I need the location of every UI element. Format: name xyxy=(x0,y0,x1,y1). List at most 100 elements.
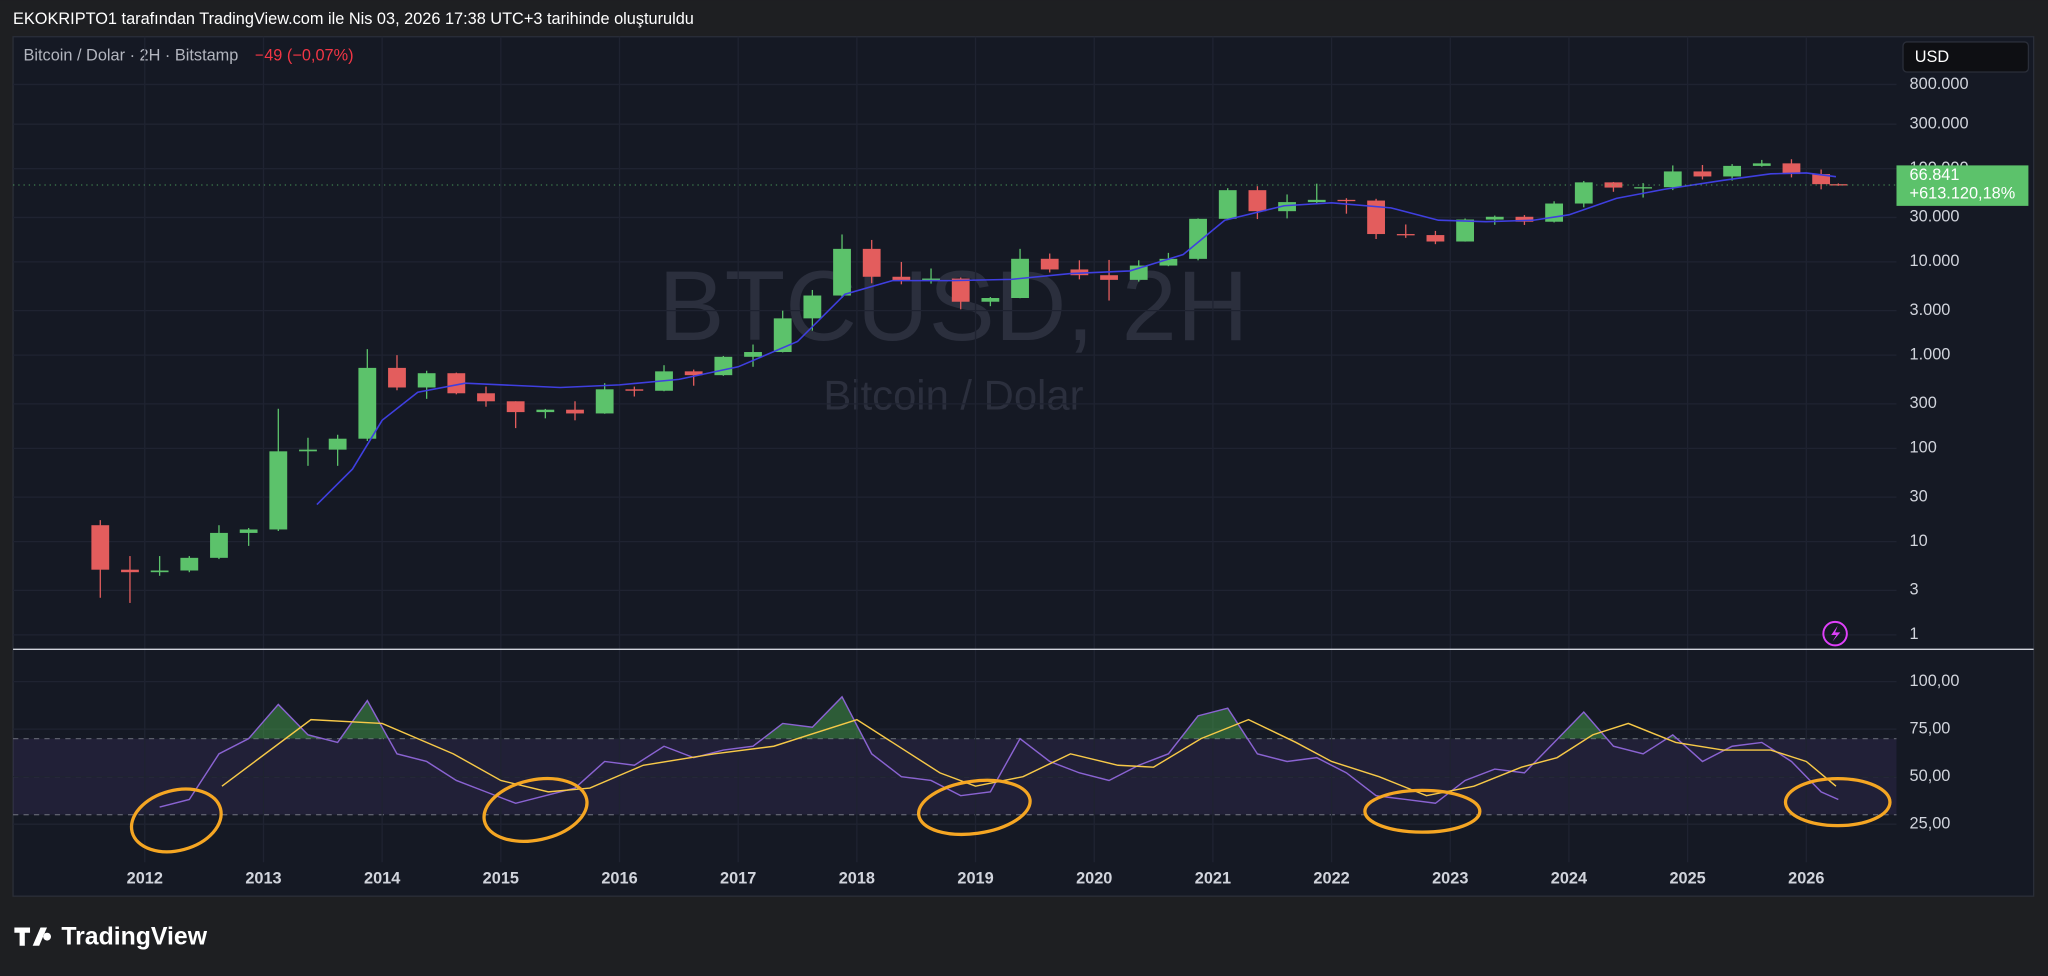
candle-body xyxy=(862,248,881,277)
y-tick-label: 100 xyxy=(1910,439,1937,457)
candle-body xyxy=(536,409,555,413)
alert-bolt xyxy=(1831,625,1841,642)
candle-body xyxy=(1634,187,1653,189)
candle-body xyxy=(1545,203,1564,222)
x-tick-label: 2019 xyxy=(957,869,993,887)
candle-body xyxy=(773,318,792,353)
candle-body xyxy=(91,525,110,570)
y-tick-label: 30.000 xyxy=(1910,208,1960,226)
y-tick-label: 300 xyxy=(1910,394,1937,412)
candle-body xyxy=(1278,202,1296,212)
currency[interactable]: USD xyxy=(1915,48,1949,66)
x-tick-label: 2012 xyxy=(127,869,163,887)
candle-body xyxy=(477,393,495,402)
annotation-circle xyxy=(482,776,589,843)
candle-body xyxy=(299,449,317,452)
candle-body xyxy=(1693,171,1712,177)
candle-body xyxy=(625,389,644,391)
y-tick-label: 1 xyxy=(1910,625,1919,643)
x-tick-label: 2025 xyxy=(1669,869,1705,887)
annotation-circle xyxy=(916,778,1032,837)
candle-body xyxy=(121,569,139,573)
candle-body xyxy=(239,529,258,533)
candle-body xyxy=(1752,163,1771,166)
candle-body xyxy=(1337,199,1356,202)
candle-body xyxy=(1189,218,1207,259)
annotation-circle xyxy=(1363,788,1482,834)
candle-body xyxy=(833,248,851,296)
y-tick-label: 300.000 xyxy=(1910,114,1969,132)
candle-body xyxy=(981,298,1000,302)
change: −49 (−0,07%) xyxy=(255,47,354,65)
candle-body xyxy=(951,278,970,302)
candle-body xyxy=(1367,200,1385,235)
x-tick-label: 2021 xyxy=(1195,869,1231,887)
candle-body xyxy=(1396,234,1415,236)
y-tick-label: 10 xyxy=(1910,532,1928,550)
annotation-circle xyxy=(1783,776,1892,828)
y-tick-label: 25,00 xyxy=(1910,814,1951,832)
candle-body xyxy=(180,557,199,571)
header: EKOKRIPTO1 tarafından TradingView.com il… xyxy=(13,10,694,28)
y-tick-label: 1.000 xyxy=(1910,345,1951,363)
watermark: BTCUSD, 2H xyxy=(658,251,1248,362)
candle-body xyxy=(1485,216,1504,220)
candle-body xyxy=(1307,199,1326,203)
alert-icon[interactable] xyxy=(1822,620,1848,647)
x-tick-label: 2017 xyxy=(720,869,756,887)
candle-body xyxy=(388,367,406,388)
candle-body xyxy=(1426,235,1445,242)
candle-body xyxy=(417,373,436,388)
candle-body xyxy=(506,401,525,413)
candle-body xyxy=(210,532,228,558)
y-tick-label: 3.000 xyxy=(1910,301,1951,319)
candle-body xyxy=(150,570,169,573)
candle-body xyxy=(1812,174,1831,185)
candle-body xyxy=(1829,184,1848,186)
candle-body xyxy=(447,373,466,394)
annotations xyxy=(129,776,1892,854)
plot: 1310301003001.0003.00010.00030.000100.00… xyxy=(13,36,2029,887)
currency-box[interactable] xyxy=(1902,41,2030,73)
x-tick-label: 2023 xyxy=(1432,869,1468,887)
watermark-sub: Bitcoin / Dolar xyxy=(823,372,1083,419)
candle-body xyxy=(1782,163,1801,175)
candle-body xyxy=(1663,171,1682,188)
rsi-line xyxy=(159,695,1839,808)
candle-body xyxy=(1218,190,1237,219)
y-tick-label: 3 xyxy=(1910,581,1919,599)
logo: TradingView xyxy=(14,924,208,951)
candle-body xyxy=(1604,182,1623,188)
candle-body xyxy=(1040,258,1059,270)
candle-body xyxy=(714,356,733,376)
candle-body xyxy=(269,451,288,530)
candle-body xyxy=(328,438,347,450)
x-tick-label: 2016 xyxy=(601,869,637,887)
candle-body xyxy=(744,352,762,357)
y-tick-label: 800.000 xyxy=(1910,75,1969,93)
candle-body xyxy=(684,371,703,376)
footer-brand: TradingView xyxy=(61,924,207,951)
symbol: Bitcoin / Dolar · 2H · Bitstamp xyxy=(24,47,239,65)
x-tick-label: 2013 xyxy=(245,869,281,887)
x-tick-label: 2018 xyxy=(839,869,875,887)
candle-body xyxy=(566,409,584,414)
candle-body xyxy=(1574,182,1593,204)
y-tick-label: 100,00 xyxy=(1910,672,1960,690)
candle-body xyxy=(803,295,822,319)
x-tick-label: 2026 xyxy=(1788,869,1824,887)
candle-body xyxy=(922,278,940,280)
last-change: +613.120,18% xyxy=(1910,184,2016,202)
candle-body xyxy=(1159,258,1178,266)
y-tick-label: 30 xyxy=(1910,487,1928,505)
x-tick-label: 2015 xyxy=(483,869,519,887)
x-tick-label: 2024 xyxy=(1551,869,1587,887)
candle-body xyxy=(1723,165,1742,177)
x-tick-label: 2014 xyxy=(364,869,400,887)
candle-body xyxy=(1070,269,1089,276)
y-tick-label: 50,00 xyxy=(1910,767,1951,785)
y-tick-label: 75,00 xyxy=(1910,719,1951,737)
annotation-circle xyxy=(129,787,223,854)
